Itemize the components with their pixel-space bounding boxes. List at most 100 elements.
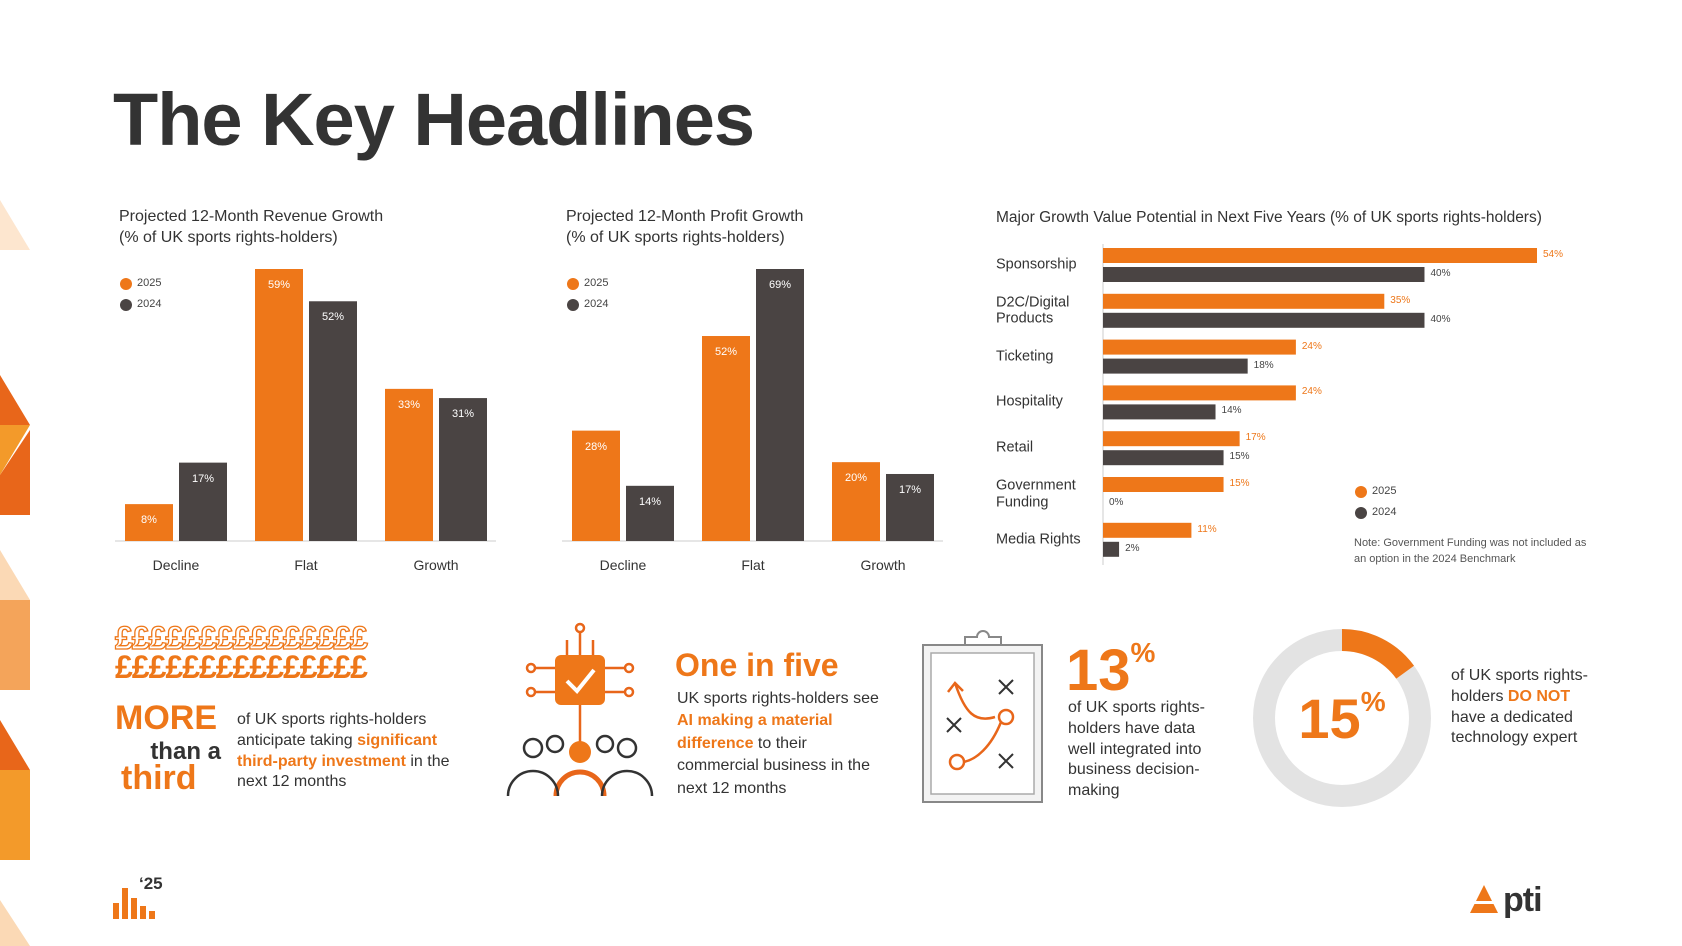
bar xyxy=(1103,477,1224,492)
legend-label: 2024 xyxy=(137,298,162,310)
bar xyxy=(1103,293,1385,309)
x-tick-label: Flat xyxy=(741,557,765,573)
value-label: 24% xyxy=(1301,340,1322,352)
legend-label: 2025 xyxy=(1372,485,1397,497)
bar xyxy=(756,269,804,541)
stat-text: One in five xyxy=(675,647,839,683)
x-tick-label: Decline xyxy=(599,557,647,573)
stat-text: third xyxy=(121,759,197,797)
chart-subtitle: (% of UK sports rights-holders) xyxy=(119,229,338,246)
highlight-text: AI making a material difference xyxy=(677,712,833,752)
pound-icons: £££££££££££££££ xyxy=(115,649,368,685)
bar xyxy=(309,301,357,541)
legend-marker xyxy=(567,278,579,290)
bar xyxy=(832,462,880,541)
text: of UK sports rights-holders anticipate t… xyxy=(237,711,427,749)
value-label: 11% xyxy=(1197,523,1217,535)
y-tick-label: Media Rights xyxy=(996,531,1081,548)
brand-logo xyxy=(1470,885,1500,913)
value-label: 40% xyxy=(1430,268,1451,279)
legend-marker xyxy=(120,299,132,311)
edition-logo xyxy=(113,888,155,919)
stat-unit: % xyxy=(1360,686,1386,717)
chart-title: Projected 12-Month Revenue Growth xyxy=(119,208,384,225)
value-label: 15% xyxy=(1229,451,1250,463)
value-label: 20% xyxy=(844,472,868,485)
value-label: 18% xyxy=(1253,359,1274,371)
value-label: 17% xyxy=(1245,432,1266,444)
legend-marker xyxy=(1355,507,1367,519)
x-tick-label: Growth xyxy=(413,557,459,573)
bar xyxy=(1103,248,1537,263)
text: of UK sports rights-holders have data we… xyxy=(1068,699,1205,800)
clipboard-icon xyxy=(922,630,1043,803)
edge-decoration xyxy=(0,200,30,946)
bar xyxy=(1103,358,1248,374)
value-label: 59% xyxy=(267,279,291,291)
legend-label: 2024 xyxy=(584,298,609,310)
y-tick-label: Sponsorship xyxy=(996,256,1077,273)
bar xyxy=(1103,450,1224,466)
value-label: 17% xyxy=(191,472,215,485)
bar xyxy=(886,473,934,541)
y-tick-label: Ticketing xyxy=(996,348,1054,365)
highlight-text: DO NOT xyxy=(1507,687,1571,705)
bar xyxy=(179,462,227,541)
bar xyxy=(1103,404,1216,420)
chart-title: Major Growth Value Potential in Next Fiv… xyxy=(996,209,1542,226)
legend-label: 2025 xyxy=(137,277,162,289)
stat-number: 15 xyxy=(1298,687,1361,750)
bar xyxy=(1103,385,1296,401)
bar xyxy=(385,388,433,541)
stat-text: MORE xyxy=(115,699,217,737)
bar xyxy=(1103,431,1240,447)
value-label: 8% xyxy=(141,514,157,527)
value-label: 33% xyxy=(397,398,421,411)
legend-marker xyxy=(1355,486,1367,498)
bar xyxy=(572,430,620,541)
ai-icon xyxy=(506,622,654,797)
bar xyxy=(1103,339,1296,355)
text: in the next 12 months xyxy=(237,752,450,791)
y-tick-label: Hospitality xyxy=(996,394,1063,411)
legend-marker xyxy=(120,278,132,290)
y-tick-label: D2C/Digital Products xyxy=(996,294,1070,327)
bar xyxy=(702,336,750,541)
value-label: 40% xyxy=(1430,313,1451,325)
value-label: 24% xyxy=(1301,386,1322,398)
value-label: 52% xyxy=(321,311,345,324)
highlight-text: significant third-party investment xyxy=(237,731,438,770)
value-label: 14% xyxy=(1221,405,1242,417)
legend-label: 2025 xyxy=(584,277,609,289)
chart-note: Note: Government Funding was not include… xyxy=(1354,537,1587,565)
pound-icons-outline: £££££££££££££££ xyxy=(114,619,368,656)
bar xyxy=(125,504,173,541)
body-text: UK sports rights-holders see AI making a… xyxy=(677,688,887,800)
stat-unit: % xyxy=(1130,637,1156,668)
value-label: 35% xyxy=(1390,294,1411,306)
x-tick-label: Decline xyxy=(152,557,200,573)
text: of UK sports rights-holders xyxy=(1451,667,1588,705)
stat-text: 13% xyxy=(1066,636,1155,706)
stat-text: than a xyxy=(150,738,221,765)
value-label: 54% xyxy=(1543,249,1564,260)
page-title: The Key Headlines xyxy=(113,78,755,161)
y-tick-label: Retail xyxy=(996,439,1034,456)
stat-number: 13 xyxy=(1066,638,1131,703)
value-label: 14% xyxy=(638,495,662,508)
legend-marker xyxy=(567,299,579,311)
value-label: 2% xyxy=(1125,542,1140,554)
brand-label: pti xyxy=(1503,881,1543,919)
value-label: 15% xyxy=(1229,478,1250,489)
x-tick-label: Growth xyxy=(860,557,906,573)
value-label: 17% xyxy=(898,483,922,496)
bar xyxy=(255,269,303,541)
value-label: 0% xyxy=(1109,497,1124,508)
bar xyxy=(1103,522,1192,538)
bar xyxy=(1103,312,1425,328)
body-text: of UK sports rights-holders have data we… xyxy=(1068,698,1223,802)
donut-arc xyxy=(1253,629,1431,807)
value-label: 31% xyxy=(451,408,475,421)
